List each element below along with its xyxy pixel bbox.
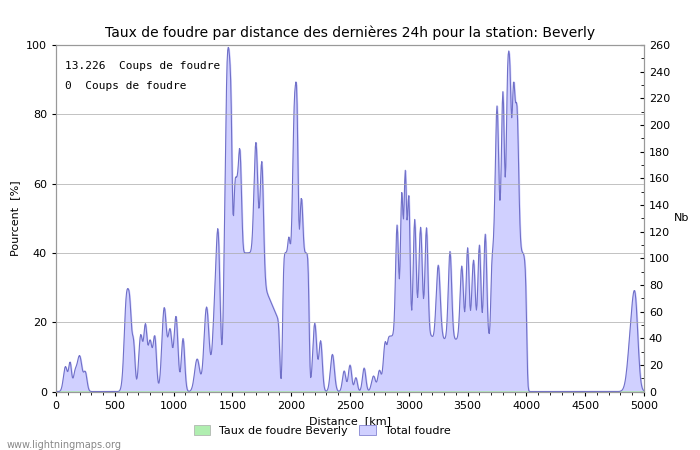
Text: 13.226  Coups de foudre: 13.226 Coups de foudre [65, 61, 220, 71]
Text: 0  Coups de foudre: 0 Coups de foudre [65, 81, 186, 91]
Title: Taux de foudre par distance des dernières 24h pour la station: Beverly: Taux de foudre par distance des dernière… [105, 25, 595, 40]
Y-axis label: Pourcent  [%]: Pourcent [%] [10, 180, 20, 256]
Legend: Taux de foudre Beverly, Total foudre: Taux de foudre Beverly, Total foudre [189, 420, 455, 440]
X-axis label: Distance  [km]: Distance [km] [309, 416, 391, 426]
Y-axis label: Nb: Nb [673, 213, 689, 223]
Text: www.lightningmaps.org: www.lightningmaps.org [7, 440, 122, 450]
